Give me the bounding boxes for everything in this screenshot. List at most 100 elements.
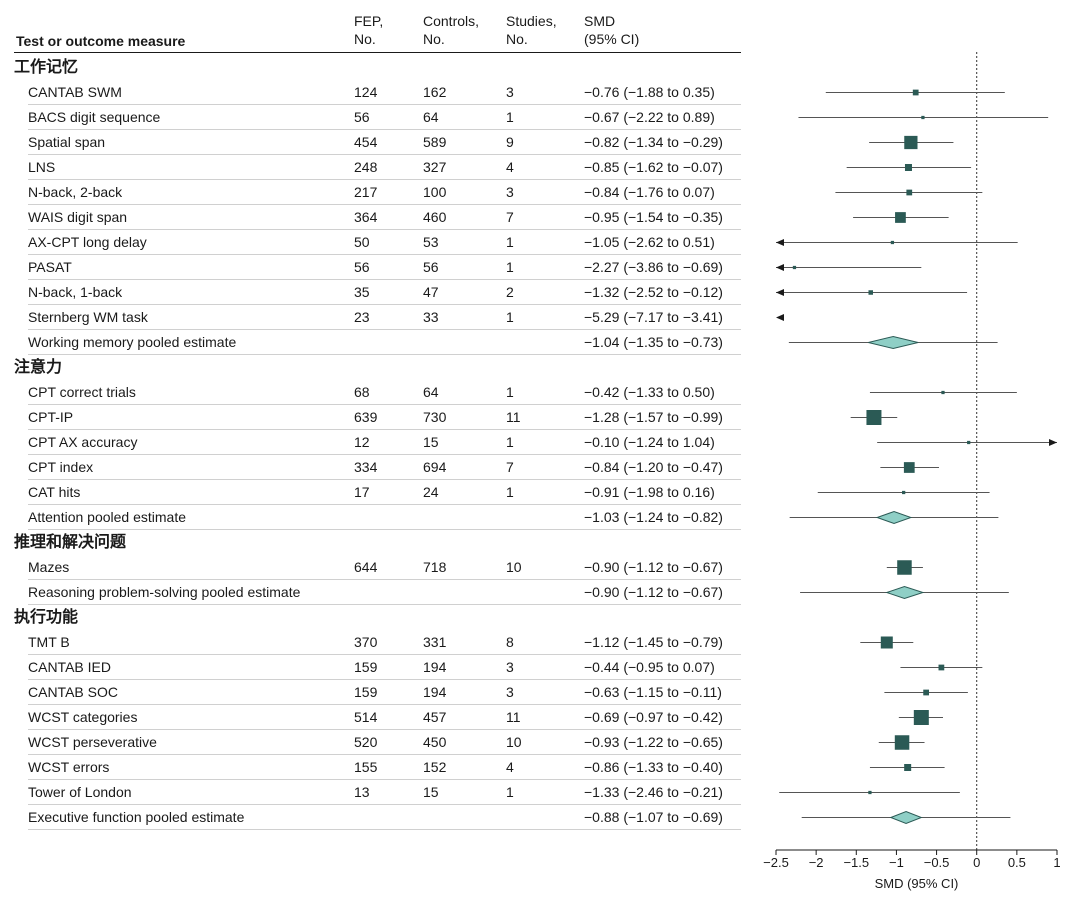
measure-name: TMT B bbox=[28, 634, 70, 650]
measure-name: Spatial span bbox=[28, 134, 106, 150]
smd-value: −0.95 (−1.54 to −0.35) bbox=[584, 209, 723, 225]
pooled-diamond bbox=[889, 810, 923, 825]
fep-count: 370 bbox=[354, 634, 378, 650]
header-fep-line2: No. bbox=[354, 31, 376, 47]
header-fep-line1: FEP, bbox=[354, 13, 384, 29]
smd-value: −2.27 (−3.86 to −0.69) bbox=[584, 259, 723, 275]
point-estimate bbox=[938, 664, 945, 671]
measure-name: N-back, 1-back bbox=[28, 284, 123, 300]
fep-count: 248 bbox=[354, 159, 378, 175]
header-smd: SMD (95% CI) bbox=[584, 12, 639, 48]
smd-value: −0.76 (−1.88 to 0.35) bbox=[584, 84, 715, 100]
point-estimate bbox=[906, 189, 913, 196]
table-row: CANTAB SOC 159 194 3 −0.63 (−1.15 to −0.11) bbox=[14, 680, 741, 705]
smd-value: −1.04 (−1.35 to −0.73) bbox=[584, 334, 723, 350]
fep-count: 639 bbox=[354, 409, 378, 425]
studies-count: 1 bbox=[506, 484, 514, 500]
header-studies-line2: No. bbox=[506, 31, 528, 47]
header-controls-line1: Controls, bbox=[423, 13, 480, 29]
table-row: Executive function pooled estimate −0.88 … bbox=[14, 805, 741, 830]
row-divider bbox=[28, 454, 741, 455]
x-tick-label: 1 bbox=[1053, 855, 1060, 870]
smd-value: −0.91 (−1.98 to 0.16) bbox=[584, 484, 715, 500]
studies-count: 1 bbox=[506, 309, 514, 325]
table-row: Mazes 644 718 10 −0.90 (−1.12 to −0.67) bbox=[14, 555, 741, 580]
x-tick-label: −2 bbox=[809, 855, 824, 870]
point-estimate bbox=[902, 490, 906, 495]
row-divider bbox=[28, 479, 741, 480]
ci-left-arrow bbox=[776, 289, 784, 296]
point-estimate bbox=[894, 735, 910, 750]
controls-count: 47 bbox=[423, 284, 439, 300]
x-tick-label: 0.5 bbox=[1008, 855, 1026, 870]
row-divider bbox=[28, 279, 741, 280]
studies-count: 1 bbox=[506, 384, 514, 400]
row-divider bbox=[28, 804, 741, 805]
header-smd-line2: (95% CI) bbox=[584, 31, 640, 47]
point-estimate bbox=[866, 410, 882, 425]
x-tick-label: 0 bbox=[973, 855, 980, 870]
studies-count: 7 bbox=[506, 209, 514, 225]
row-divider bbox=[28, 504, 741, 505]
controls-count: 460 bbox=[423, 209, 447, 225]
controls-count: 718 bbox=[423, 559, 447, 575]
measure-name: WCST errors bbox=[28, 759, 110, 775]
point-estimate bbox=[880, 636, 893, 649]
studies-count: 8 bbox=[506, 634, 514, 650]
table-row: Working memory pooled estimate −1.04 (−1.… bbox=[14, 330, 741, 355]
row-divider bbox=[28, 679, 741, 680]
studies-count: 10 bbox=[506, 559, 522, 575]
section-label: 注意力 bbox=[14, 359, 63, 376]
controls-count: 694 bbox=[423, 459, 447, 475]
table-row: N-back, 2-back 217 100 3 −0.84 (−1.76 to 0.0… bbox=[14, 180, 741, 205]
measure-name: WCST perseverative bbox=[28, 734, 157, 750]
table-row: TMT B 370 331 8 −1.12 (−1.45 to −0.79) bbox=[14, 630, 741, 655]
fep-count: 23 bbox=[354, 309, 370, 325]
smd-value: −1.28 (−1.57 to −0.99) bbox=[584, 409, 723, 425]
ci-left-arrow bbox=[776, 264, 784, 271]
header-studies: Studies, No. bbox=[506, 12, 557, 48]
table-row: CANTAB SWM 124 162 3 −0.76 (−1.88 to 0.35) bbox=[14, 80, 741, 105]
controls-count: 194 bbox=[423, 659, 447, 675]
controls-count: 24 bbox=[423, 484, 439, 500]
measure-name: LNS bbox=[28, 159, 56, 175]
measure-name: CPT correct trials bbox=[28, 384, 136, 400]
measure-name: Tower of London bbox=[28, 784, 132, 800]
point-estimate bbox=[904, 164, 912, 171]
fep-count: 520 bbox=[354, 734, 378, 750]
row-divider bbox=[28, 304, 741, 305]
fep-count: 159 bbox=[354, 684, 378, 700]
section-label: 执行功能 bbox=[14, 609, 79, 626]
measure-name: WCST categories bbox=[28, 709, 138, 725]
fep-count: 159 bbox=[354, 659, 378, 675]
smd-value: −1.33 (−2.46 to −0.21) bbox=[584, 784, 723, 800]
header-controls: Controls, No. bbox=[423, 12, 479, 48]
controls-count: 450 bbox=[423, 734, 447, 750]
smd-value: −0.85 (−1.62 to −0.07) bbox=[584, 159, 723, 175]
pooled-diamond bbox=[875, 510, 913, 525]
studies-count: 1 bbox=[506, 259, 514, 275]
fep-count: 155 bbox=[354, 759, 378, 775]
smd-value: −1.32 (−2.52 to −0.12) bbox=[584, 284, 723, 300]
row-divider bbox=[28, 754, 741, 755]
controls-count: 33 bbox=[423, 309, 439, 325]
controls-count: 194 bbox=[423, 684, 447, 700]
measure-name: Sternberg WM task bbox=[28, 309, 148, 325]
measure-name: CANTAB IED bbox=[28, 659, 111, 675]
point-estimate bbox=[904, 764, 912, 771]
measure-name: BACS digit sequence bbox=[28, 109, 161, 125]
measure-name: CPT-IP bbox=[28, 409, 74, 425]
fep-count: 514 bbox=[354, 709, 378, 725]
studies-count: 3 bbox=[506, 84, 514, 100]
fep-count: 56 bbox=[354, 259, 370, 275]
studies-count: 4 bbox=[506, 159, 514, 175]
smd-value: −1.03 (−1.24 to −0.82) bbox=[584, 509, 723, 525]
header-fep: FEP, No. bbox=[354, 12, 383, 48]
smd-value: −1.05 (−2.62 to 0.51) bbox=[584, 234, 715, 250]
controls-count: 730 bbox=[423, 409, 447, 425]
row-divider bbox=[28, 429, 741, 430]
fep-count: 12 bbox=[354, 434, 370, 450]
fep-count: 644 bbox=[354, 559, 378, 575]
table-row: AX-CPT long delay 50 53 1 −1.05 (−2.62 to 0.… bbox=[14, 230, 741, 255]
row-divider bbox=[28, 529, 741, 530]
